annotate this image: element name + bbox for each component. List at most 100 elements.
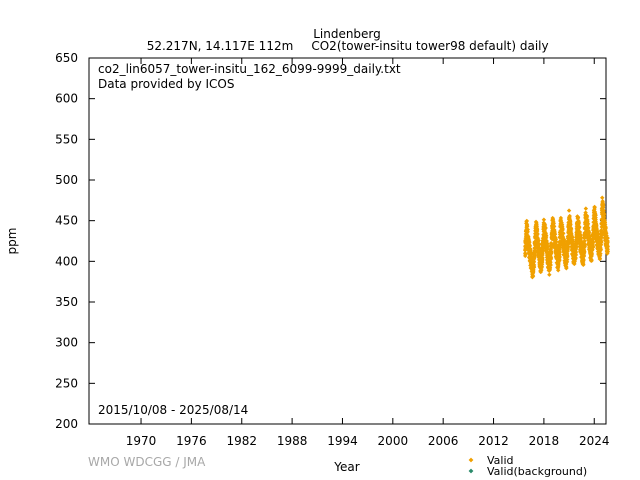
data-point-valid [592,205,597,210]
data-point-valid [564,257,569,262]
data-point-valid [572,255,577,260]
data-point-valid [591,233,596,239]
data-point-valid [599,228,604,233]
data-point-valid [598,251,603,256]
data-point-valid [555,259,561,265]
file-name-annotation: co2_lin6057_tower-insitu_162_6099-9999_d… [98,62,401,76]
y-tick-label: 550 [55,132,78,146]
data-point-valid [586,230,592,235]
data-point-valid [559,220,564,225]
data-point-valid [604,233,609,238]
data-point-valid [524,218,529,224]
data-point-valid [600,199,605,204]
data-point-valid [557,241,563,246]
data-point-valid [605,244,611,249]
data-point-valid [582,249,587,255]
y-tick-label: 350 [55,295,78,309]
y-tick-label: 650 [55,51,78,65]
data-point-valid [579,239,584,245]
data-point-valid [592,216,598,222]
data-point-valid [594,225,599,231]
data-point-valid [605,251,610,256]
data-point-valid [560,226,565,232]
data-point-valid [522,251,528,256]
data-point-valid [539,268,544,273]
data-point-valid [531,259,537,264]
data-point-valid [583,214,589,219]
x-tick-label: 1982 [226,434,257,448]
legend-label: Valid [487,454,514,467]
data-point-valid [594,223,599,228]
data-point-valid [600,195,605,200]
data-point-valid [547,272,552,277]
y-tick-label: 600 [55,92,78,106]
data-point-valid [591,230,596,235]
data-point-valid [566,208,572,213]
data-point-valid [581,259,586,265]
data-point-valid [530,268,536,274]
x-axis-label: Year [333,460,359,474]
data-point-valid [524,224,529,230]
data-point-valid [590,236,596,241]
date-range-annotation: 2015/10/08 - 2025/08/14 [98,403,248,417]
data-point-valid [549,249,554,254]
data-point-valid [578,232,583,238]
x-tick-label: 1970 [126,434,157,448]
data-point-valid [601,208,606,213]
data-point-valid [551,230,557,236]
data-point-valid [597,256,603,261]
x-tick-label: 2000 [378,434,409,448]
data-point-valid [569,238,574,244]
y-tick-label: 200 [55,417,78,431]
data-point-valid [523,245,528,251]
data-point-valid [557,254,562,259]
data-point-valid [592,210,597,215]
y-tick-label: 400 [55,254,78,268]
data-point-valid [603,224,608,230]
data-point-valid [525,229,530,234]
data-point-valid [597,248,603,253]
legend-label: Valid(background) [487,465,587,478]
data-point-valid [556,268,561,273]
data-point-valid [533,226,539,231]
data-point-valid [525,233,530,238]
data-point-valid [588,249,593,254]
data-point-valid [558,215,564,221]
data-point-valid [528,255,533,260]
data-point-valid [528,246,533,252]
data-point-valid [562,239,567,244]
data-point-valid [581,257,586,263]
chart-title: Lindenberg [313,27,381,41]
y-tick-label: 300 [55,336,78,350]
data-point-valid [568,226,574,232]
data-point-valid [551,220,556,226]
data-point-valid [565,254,570,260]
data-point-valid [553,244,558,249]
data-point-valid [583,206,589,211]
data-point-valid [529,264,535,270]
data-points [522,195,611,280]
data-point-valid [551,219,556,224]
data-point-valid [578,241,583,246]
data-point-valid [559,228,565,233]
data-point-valid [586,236,591,241]
data-point-valid [566,237,571,243]
data-point-valid [526,244,531,249]
data-point-valid [585,219,590,225]
y-axis-label: ppm [5,228,19,255]
data-point-valid [534,229,539,235]
data-point-valid [536,238,541,243]
data-point-valid [590,244,596,249]
data-point-valid [582,238,587,244]
legend-marker [468,457,474,463]
data-point-valid [553,239,559,244]
data-point-valid [601,214,606,219]
data-point-valid [545,244,550,249]
data-point-valid [575,215,581,220]
data-point-valid [578,235,584,241]
data-point-valid [552,241,557,247]
data-point-valid [523,238,529,244]
data-point-valid [541,225,547,231]
data-point-valid [599,233,604,238]
